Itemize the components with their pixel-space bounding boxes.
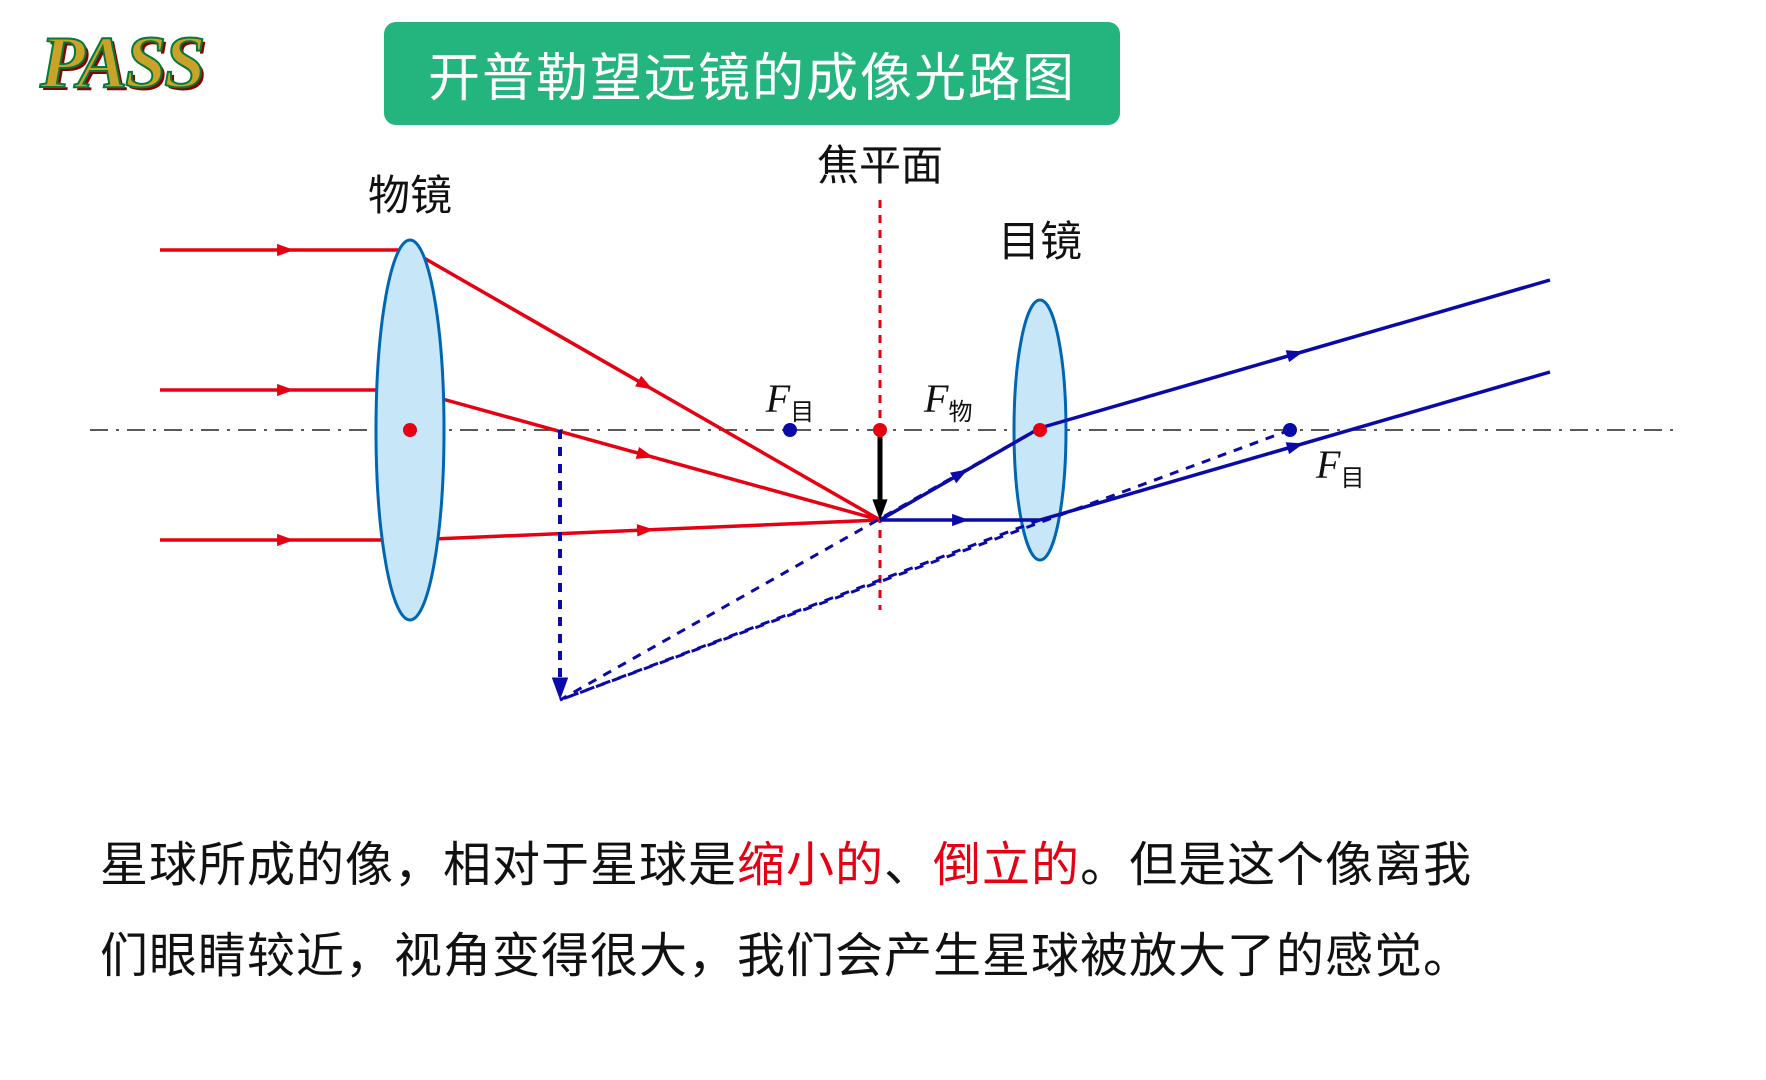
optics-diagram: 物镜目镜 焦平面 F目 F物 F目 (0, 140, 1766, 740)
title-text: 开普勒望远镜的成像光路图 (428, 50, 1076, 108)
svg-text:F目: F目 (1315, 442, 1364, 492)
svg-text:物镜: 物镜 (368, 173, 452, 220)
caption-part-2: 们眼睛较近，视角变得很大，我们会产生星球被放大了的感觉。 (100, 930, 1472, 983)
caption: 星球所成的像，相对于星球是缩小的、倒立的。但是这个像离我 们眼睛较近，视角变得很… (100, 820, 1666, 1002)
svg-text:焦平面: 焦平面 (817, 144, 943, 190)
svg-text:F物: F物 (923, 376, 972, 426)
caption-highlight-2: 倒立的 (933, 839, 1080, 892)
svg-text:F目: F目 (765, 376, 814, 426)
caption-part-1a: 星球所成的像，相对于星球是 (100, 839, 737, 892)
caption-highlight-1: 缩小的 (737, 839, 884, 892)
logo-text: PASS (40, 22, 203, 104)
svg-text:目镜: 目镜 (998, 219, 1082, 266)
title-banner: 开普勒望远镜的成像光路图 (384, 22, 1120, 125)
caption-part-1b: 。但是这个像离我 (1080, 839, 1472, 892)
caption-sep: 、 (884, 839, 933, 892)
logo: PASS (34, 26, 209, 100)
